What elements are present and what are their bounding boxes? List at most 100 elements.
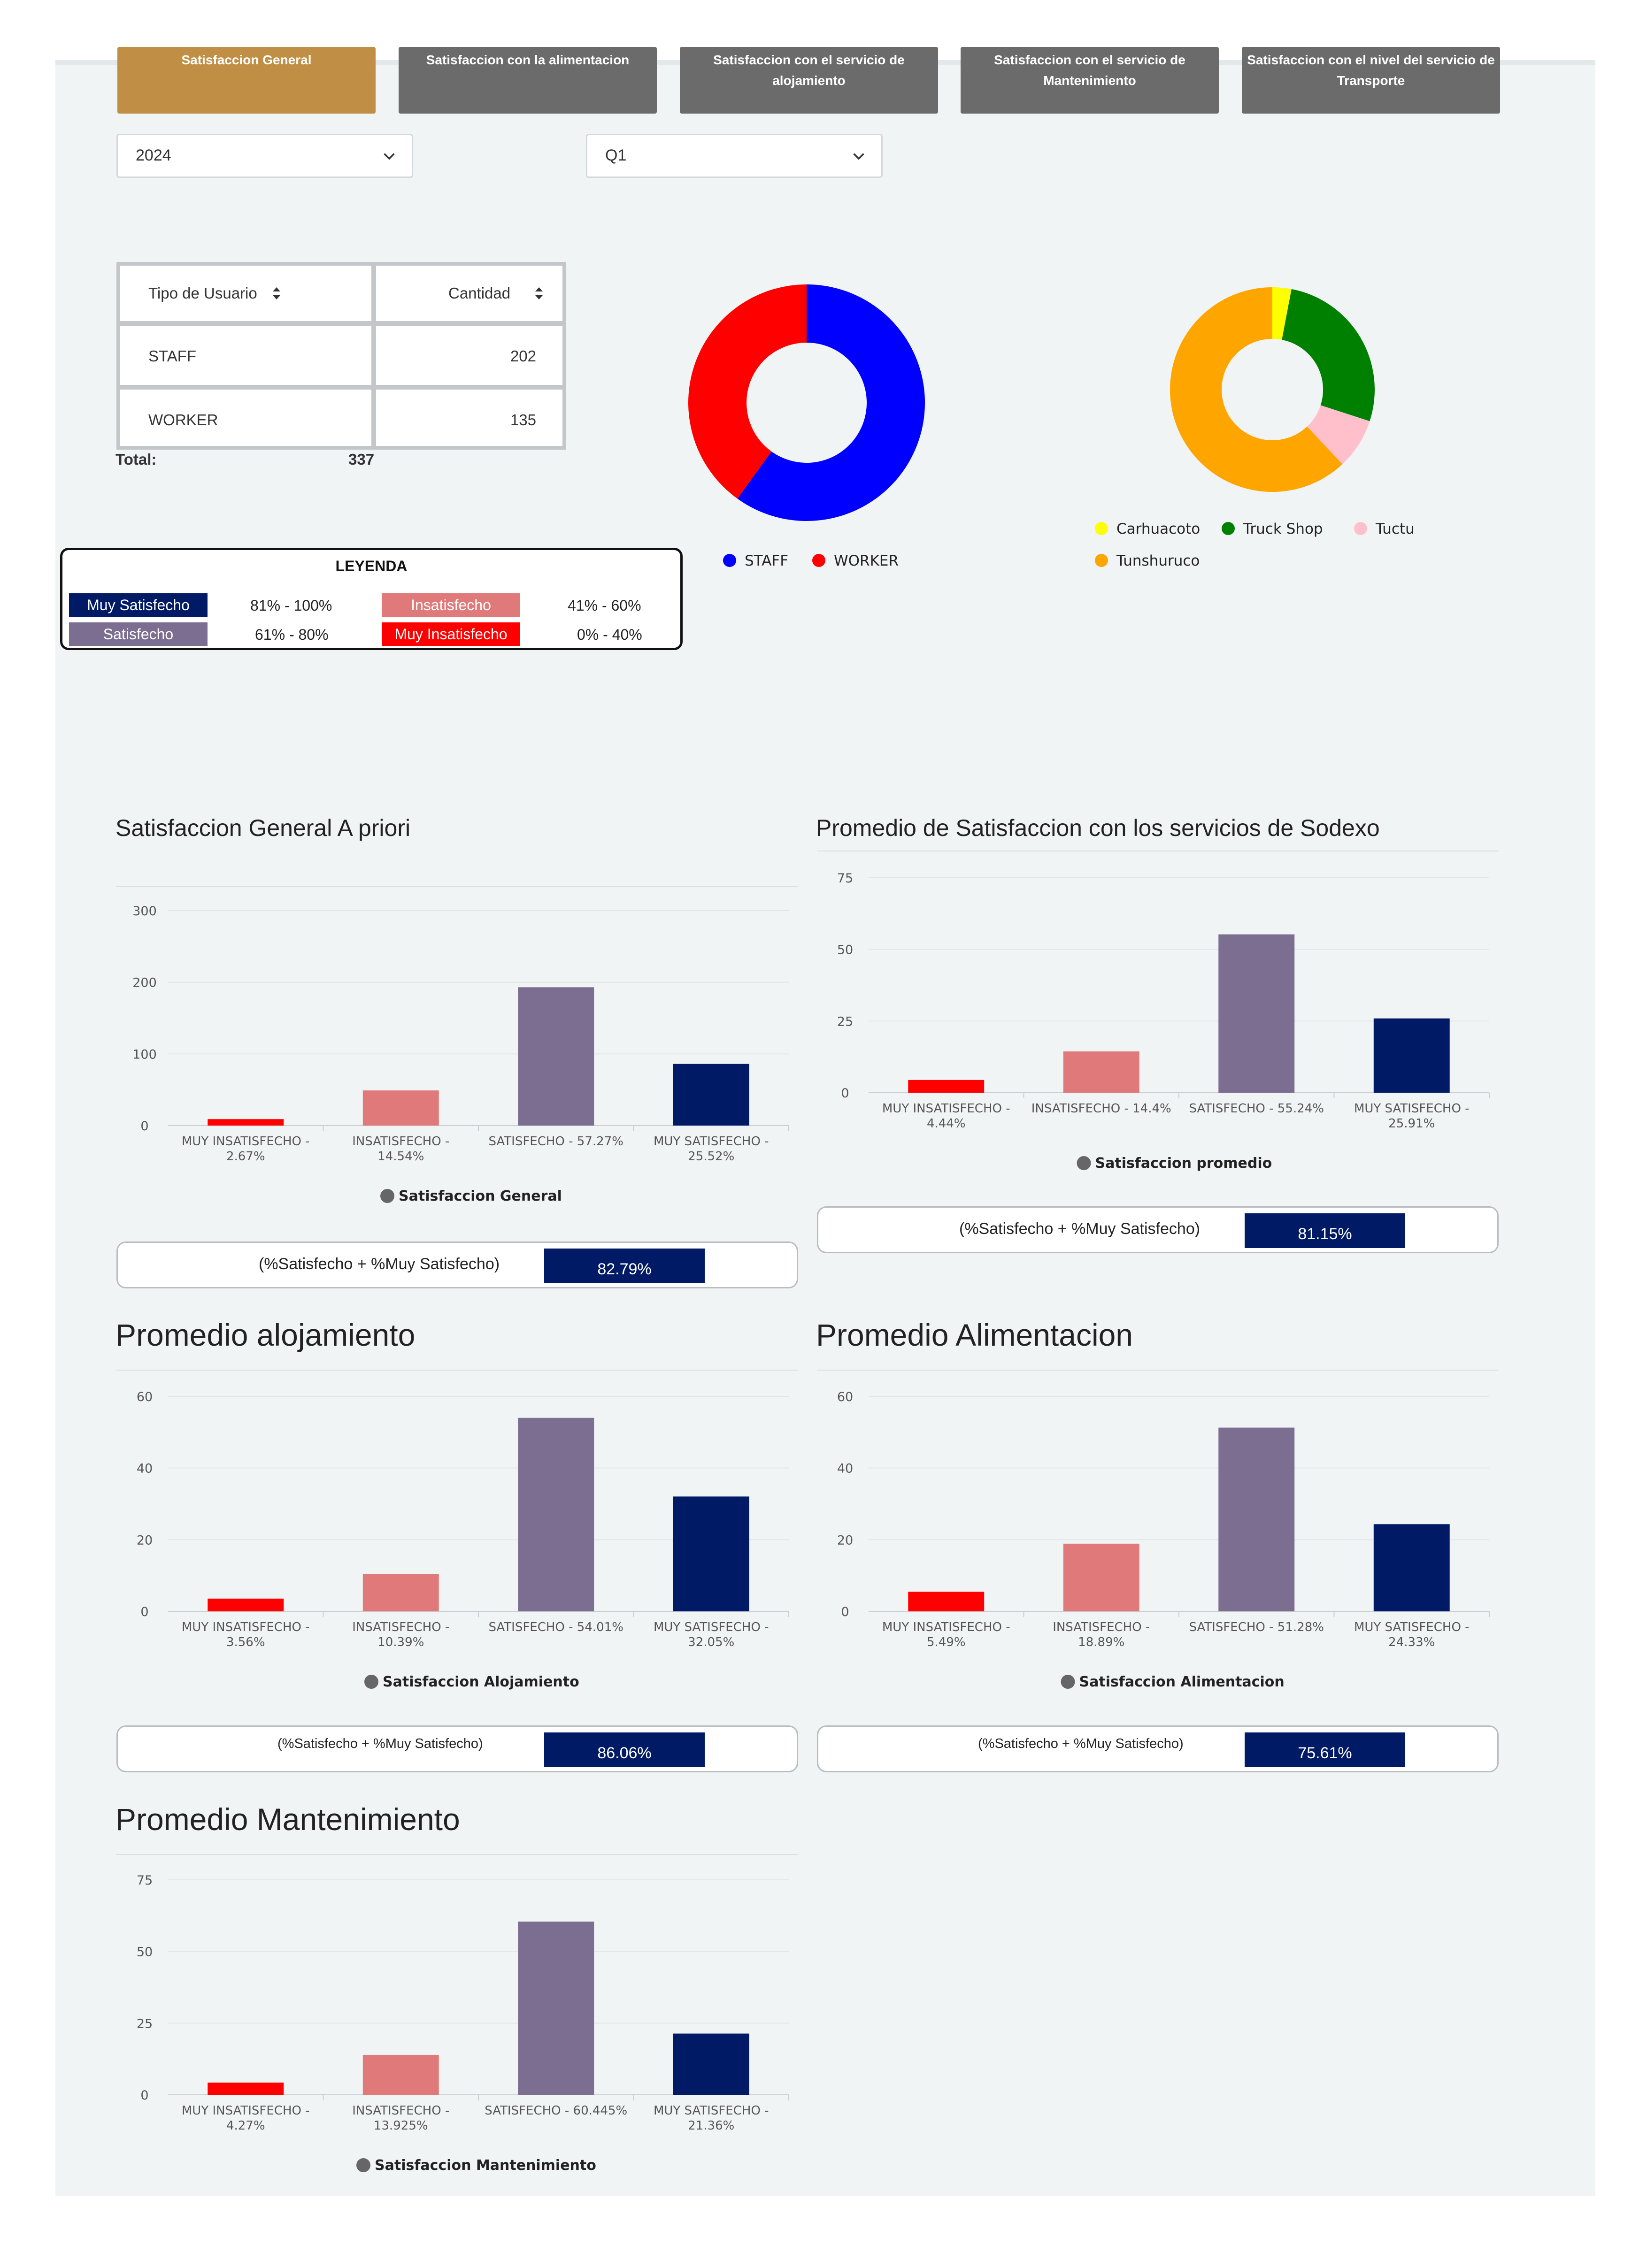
bar-muy-satisfecho[interactable] (673, 2033, 749, 2095)
bar-insatisfecho[interactable] (362, 2054, 439, 2095)
series-legend-label[interactable]: Satisfaccion General (399, 1188, 562, 1204)
legend-label-tuctu[interactable]: Tuctu (1375, 521, 1415, 537)
bar-muy-satisfecho[interactable] (1373, 1018, 1450, 1093)
x-tick-label: MUY INSATISFECHO -4.27% (182, 2104, 310, 2133)
legend-range-muy-insatisfecho: 0% - 40% (577, 626, 642, 643)
table-row-staff-type: STAFF (120, 326, 371, 385)
tab-satisfaccion-general[interactable]: Satisfaccion General (117, 47, 376, 114)
pct-box-sodexo: (%Satisfecho + %Muy Satisfecho) 81.15% (817, 1206, 1499, 1253)
bar-chart-general: 0 100 200 300 MUY INSATISFECHO -2.67% INSATIS… (132, 904, 789, 1204)
x-tick-label: INSATISFECHO - 14.4% (1031, 1102, 1171, 1116)
legend-marker-tunshuruco (1095, 554, 1108, 567)
y-tick-label: 40 (137, 1462, 153, 1476)
y-tick-label: 50 (137, 1945, 153, 1960)
bar-satisfecho-55-24[interactable] (1218, 934, 1295, 1093)
y-tick-label: 20 (137, 1533, 153, 1548)
bar-muy-insatisfecho[interactable] (208, 2082, 284, 2095)
bar-satisfecho-60-445[interactable] (518, 1921, 594, 2095)
x-tick-label: INSATISFECHO -10.39% (352, 1620, 449, 1649)
legend-range-satisfecho: 61% - 80% (255, 626, 329, 643)
bar-muy-insatisfecho[interactable] (208, 1119, 284, 1126)
pct-box-alojamiento: (%Satisfecho + %Muy Satisfecho) 86.06% (116, 1725, 798, 1772)
legend-label-tunshuruco[interactable]: Tunshuruco (1116, 552, 1200, 569)
bar-satisfecho-51-28[interactable] (1218, 1427, 1295, 1611)
bar-chart-alojamiento: 0 20 40 60 MUY INSATISFECHO -3.56% INSATISFEC… (137, 1390, 789, 1690)
tab-satisfaccion-alimentacion[interactable]: Satisfaccion con la alimentacion (399, 47, 657, 114)
legend-label-worker[interactable]: WORKER (834, 552, 899, 569)
bar-muy-insatisfecho[interactable] (908, 1592, 985, 1611)
donut-chart-users: STAFF WORKER (688, 284, 925, 569)
y-tick-label: 75 (837, 871, 853, 886)
pct-value-sodexo: 81.15% (1245, 1213, 1405, 1248)
series-legend-label[interactable]: Satisfaccion Alimentacion (1079, 1674, 1285, 1690)
bar-insatisfecho[interactable] (362, 1090, 439, 1126)
donut-slice-tuctu[interactable] (1307, 405, 1370, 464)
x-tick-label: MUY INSATISFECHO -2.67% (182, 1134, 310, 1164)
x-tick-label: MUY SATISFECHO -32.05% (654, 1620, 769, 1649)
legend-range-muy-satisfecho: 81% - 100% (250, 597, 332, 614)
legend-chip-insatisfecho: Insatisfecho (382, 593, 520, 617)
x-tick-label: INSATISFECHO -13.925% (352, 2104, 449, 2133)
legend-marker (1061, 1675, 1075, 1689)
year-select[interactable]: 2024 (116, 134, 413, 178)
series-legend-label[interactable]: Satisfaccion Mantenimiento (375, 2157, 596, 2174)
bar-satisfecho-57-27[interactable] (518, 987, 594, 1126)
x-tick-label: INSATISFECHO -18.89% (1053, 1620, 1150, 1649)
tab-satisfaccion-transporte[interactable]: Satisfaccion con el nivel del servicio d… (1242, 47, 1500, 114)
y-tick-label: 40 (837, 1462, 853, 1476)
bar-insatisfecho-14-4[interactable] (1063, 1051, 1139, 1093)
header-cantidad[interactable]: Cantidad (376, 266, 562, 321)
bar-muy-satisfecho[interactable] (673, 1496, 749, 1611)
bar-muy-insatisfecho[interactable] (208, 1598, 284, 1611)
pct-value-alimentacion: 75.61% (1245, 1732, 1405, 1767)
pct-value-alojamiento: 86.06% (544, 1732, 705, 1767)
bar-muy-insatisfecho[interactable] (908, 1080, 985, 1093)
sort-icon (535, 287, 543, 299)
tab-satisfaccion-alojamiento[interactable]: Satisfaccion con el servicio de alojamien… (680, 47, 938, 114)
donut-slice-tunshuruco[interactable] (1170, 287, 1343, 492)
bar-insatisfecho[interactable] (1063, 1543, 1139, 1611)
y-tick-label: 300 (132, 904, 157, 919)
donut-slice-carhuacoto[interactable] (1272, 287, 1292, 340)
donut-slice-truck-shop[interactable] (1282, 289, 1375, 421)
table-row-staff-count: 202 (376, 326, 562, 385)
bar-satisfecho-54-01[interactable] (518, 1418, 594, 1611)
legend-marker-staff (723, 554, 736, 567)
bar-chart-mantenimiento: 0 25 50 75 MUY INSATISFECHO -4.27% INSATISFEC… (137, 1873, 789, 2174)
y-tick-label: 0 (140, 2088, 148, 2103)
section-title-alojamiento: Promedio alojamiento (115, 1318, 416, 1352)
bar-muy-satisfecho[interactable] (1373, 1524, 1450, 1611)
donut-slice-staff[interactable] (737, 284, 925, 521)
legend-box: LEYENDA Muy Satisfecho 81% - 100% Insati… (60, 548, 683, 650)
y-tick-label: 50 (837, 943, 853, 958)
series-legend-label[interactable]: Satisfaccion promedio (1095, 1155, 1272, 1172)
sort-icon (273, 287, 280, 299)
y-tick-label: 60 (137, 1390, 153, 1404)
series-legend-label[interactable]: Satisfaccion Alojamiento (383, 1674, 579, 1690)
chevron-down-icon (384, 153, 395, 160)
donut-slice-worker[interactable] (688, 284, 807, 499)
y-tick-label: 25 (837, 1014, 853, 1029)
y-tick-label: 0 (140, 1119, 148, 1134)
legend-marker-worker (812, 554, 825, 567)
legend-label-truck-shop[interactable]: Truck Shop (1243, 521, 1323, 537)
chevron-down-icon (853, 153, 864, 160)
legend-label-carhuacoto[interactable]: Carhuacoto (1116, 521, 1200, 537)
legend-marker-carhuacoto (1095, 522, 1108, 535)
table-row-worker-count: 135 (376, 390, 562, 446)
legend-chip-muy-satisfecho: Muy Satisfecho (69, 593, 208, 617)
tab-satisfaccion-mantenimiento[interactable]: Satisfaccion con el servicio de Mantenimi… (961, 47, 1219, 114)
legend-marker (1077, 1156, 1091, 1170)
bar-muy-satisfecho[interactable] (673, 1064, 749, 1126)
section-title-general: Satisfaccion General A priori (115, 815, 411, 841)
x-tick-label: MUY INSATISFECHO -3.56% (182, 1620, 310, 1649)
quarter-select[interactable]: Q1 (586, 134, 883, 178)
x-tick-label: SATISFECHO - 54.01% (489, 1620, 623, 1634)
x-tick-label: INSATISFECHO -14.54% (352, 1134, 449, 1164)
x-tick-label: MUY SATISFECHO -24.33% (1354, 1620, 1470, 1649)
bar-insatisfecho[interactable] (362, 1574, 439, 1611)
header-tipo-usuario[interactable]: Tipo de Usuario (120, 266, 371, 321)
legend-chip-muy-insatisfecho: Muy Insatisfecho (382, 622, 520, 646)
y-tick-label: 0 (841, 1086, 849, 1101)
legend-label-staff[interactable]: STAFF (745, 552, 788, 569)
